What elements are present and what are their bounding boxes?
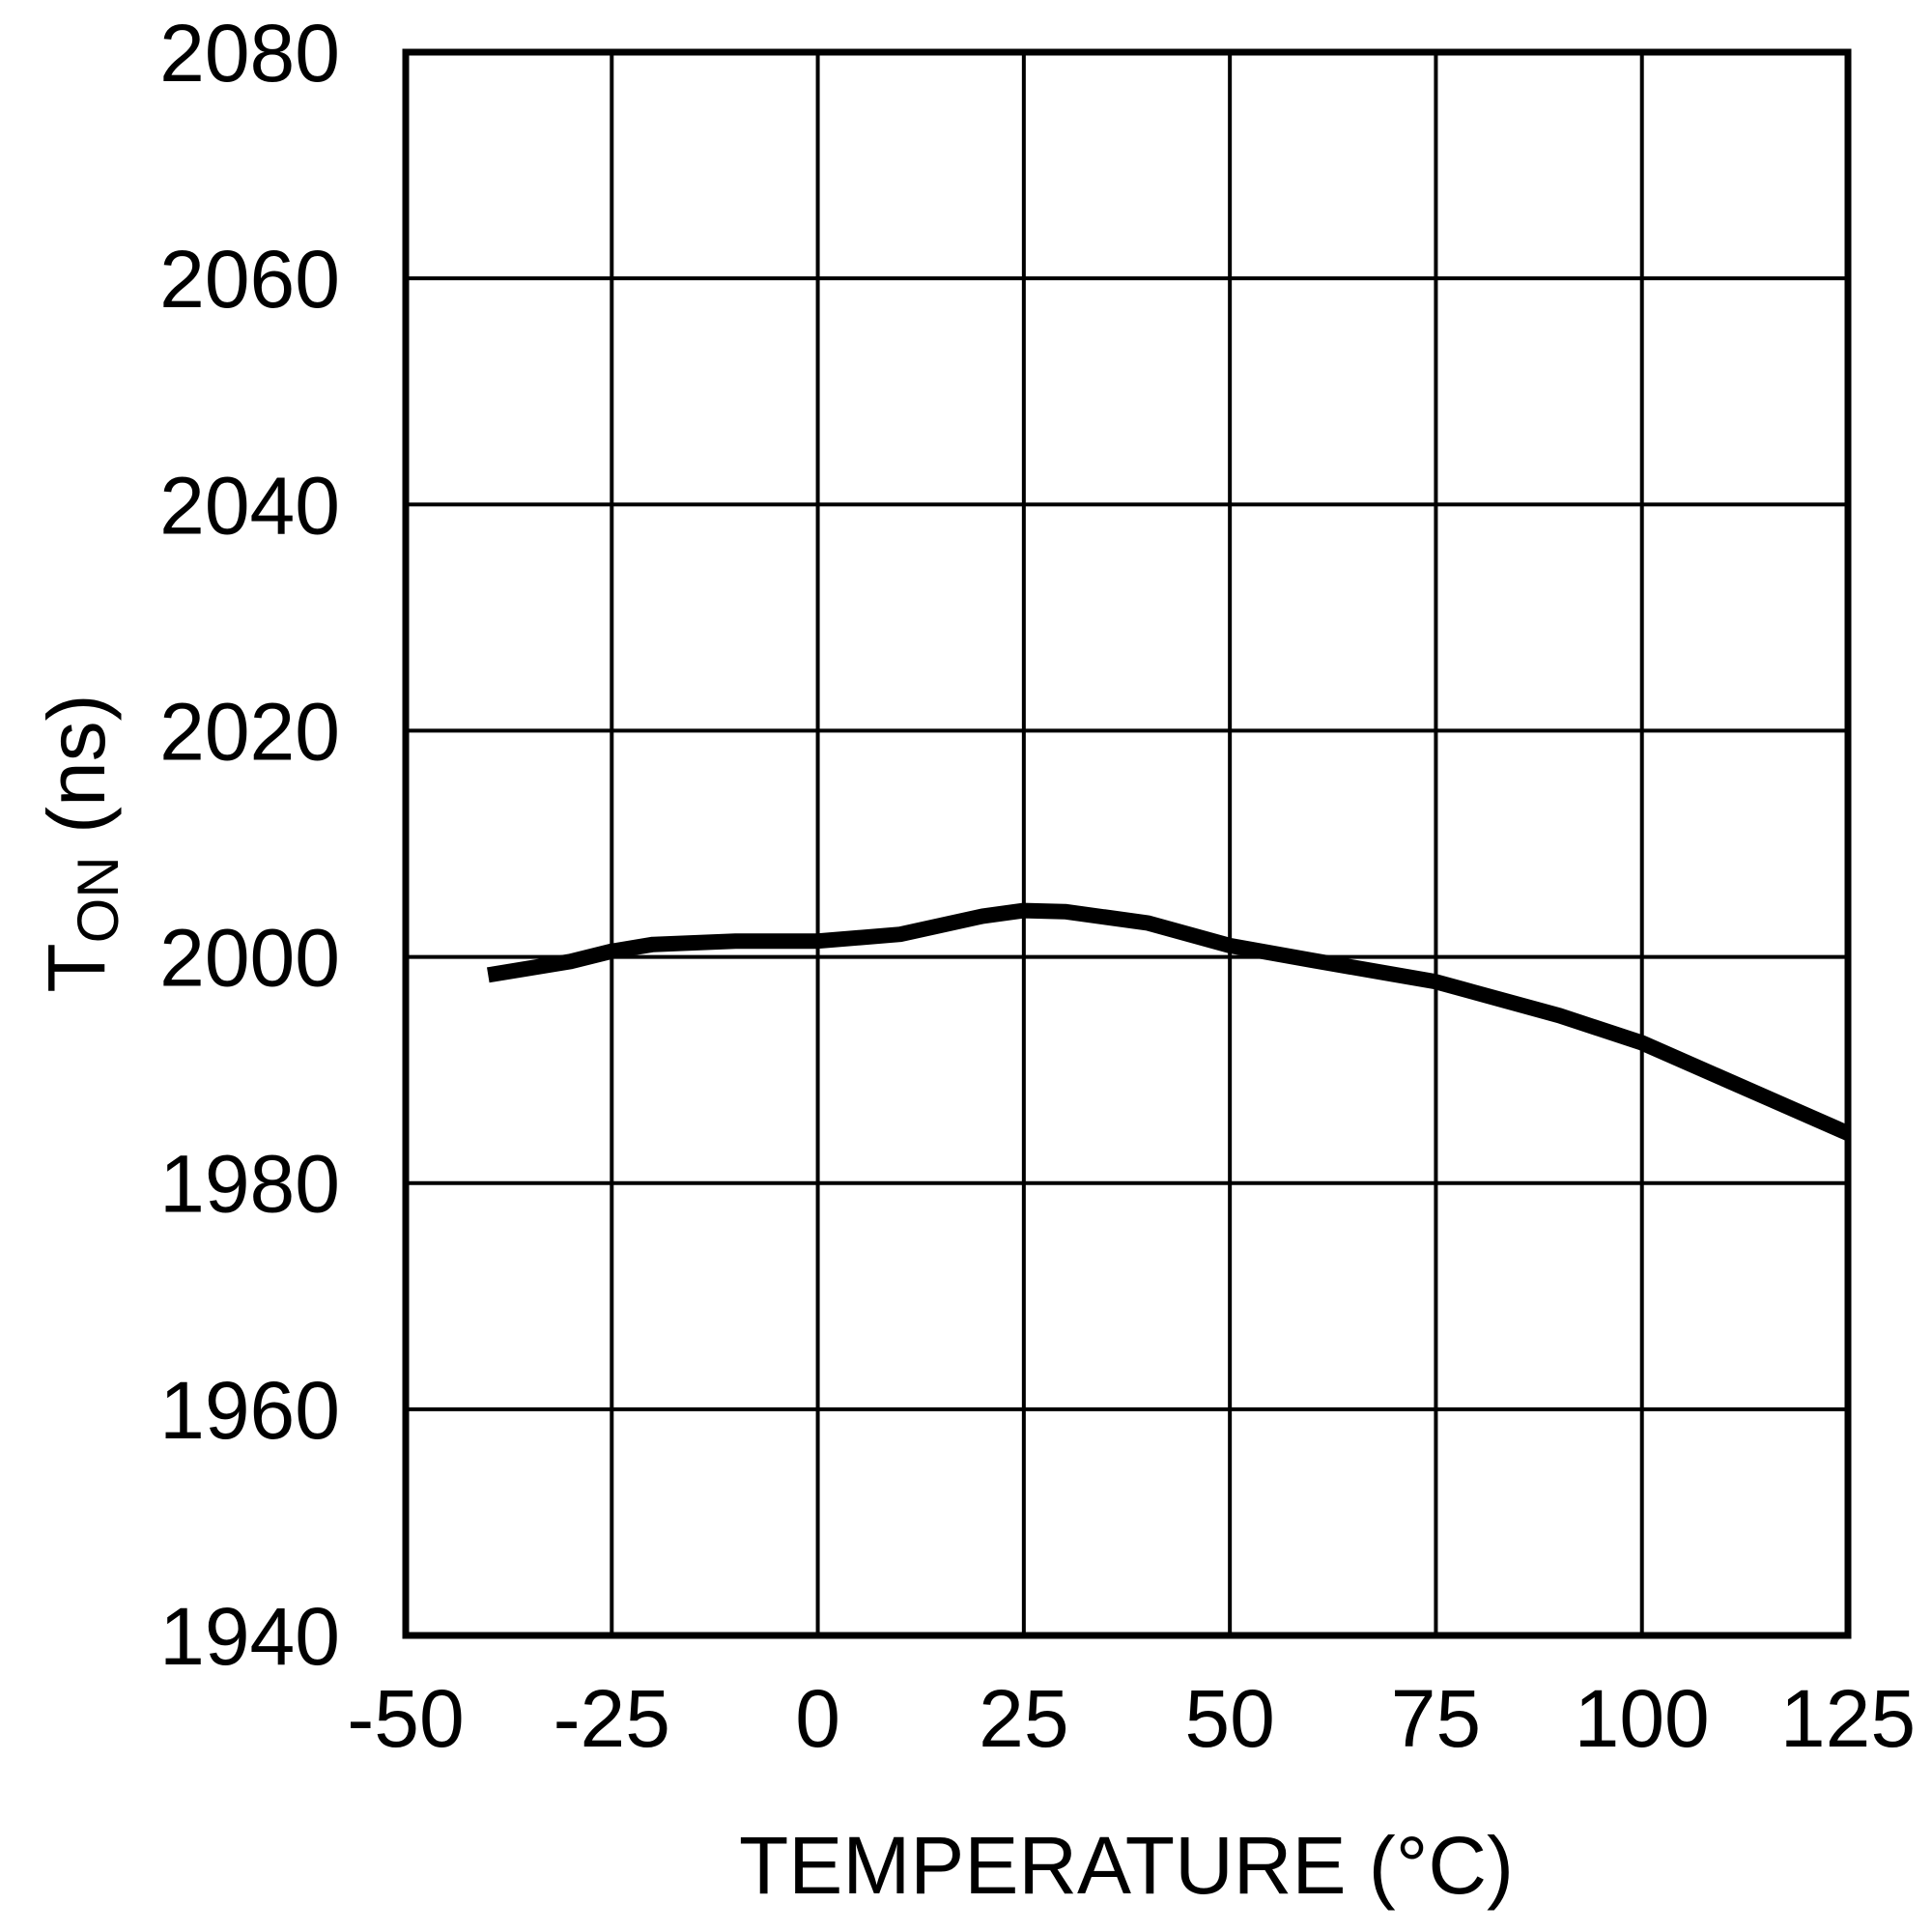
x-axis-title: TEMPERATURE (°C)	[739, 1820, 1514, 1911]
y-tick-label: 2080	[159, 8, 340, 99]
y-axis-tick-labels: 1940 1960 1980 2000 2020 2040 2060 2080	[159, 8, 340, 1682]
y-axis-title: TON (ns)	[31, 694, 130, 992]
y-tick-label: 1960	[159, 1365, 340, 1456]
x-tick-label: 100	[1575, 1673, 1710, 1764]
x-tick-label: -25	[554, 1673, 670, 1764]
x-tick-label: 75	[1391, 1673, 1481, 1764]
x-tick-label: 125	[1780, 1673, 1916, 1764]
x-tick-label: 50	[1184, 1673, 1274, 1764]
y-tick-label: 2040	[159, 460, 340, 551]
y-axis-title-unit: (ns)	[31, 694, 122, 856]
x-tick-label: -50	[347, 1673, 464, 1764]
ton-series-line	[487, 902, 1852, 1141]
plot-border	[402, 48, 1852, 1639]
y-tick-label: 1940	[159, 1591, 340, 1682]
x-axis-tick-labels: -50 -25 0 25 50 75 100 125	[347, 1673, 1916, 1764]
y-tick-label: 1980	[159, 1139, 340, 1230]
y-tick-label: 2020	[159, 686, 340, 777]
x-tick-label: 0	[795, 1673, 840, 1764]
x-tick-label: 25	[979, 1673, 1068, 1764]
y-axis-title-subscript: ON	[66, 856, 130, 943]
grid-lines	[404, 50, 1850, 1637]
y-axis-title-main: T	[31, 943, 122, 992]
y-tick-label: 2060	[159, 234, 340, 325]
y-tick-label: 2000	[159, 913, 340, 1004]
